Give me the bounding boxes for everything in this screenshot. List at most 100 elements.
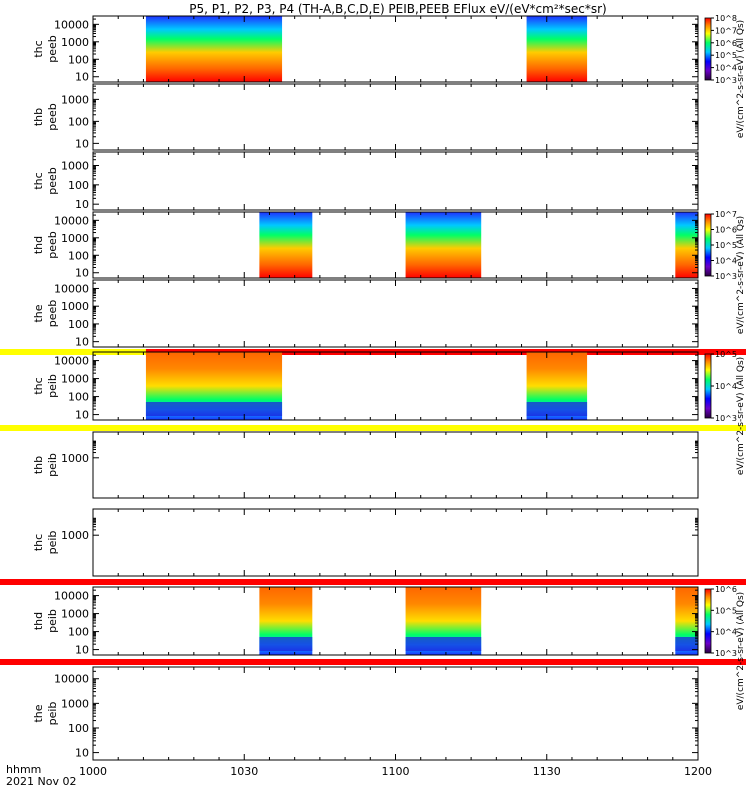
y-tick-label: 1000	[61, 232, 89, 245]
panel-label-product: peeb	[46, 167, 59, 195]
panel-label-product: peeb	[46, 231, 59, 259]
y-tick-label: 10	[75, 267, 89, 280]
colorbar-tick-label: 10^4	[715, 64, 737, 73]
colorbar-tick-label: 10^4	[715, 257, 737, 266]
spectrogram-block	[259, 212, 313, 278]
y-tick-label: 100	[68, 318, 89, 331]
spectrogram-block	[675, 212, 698, 278]
y-tick-label: 10	[75, 137, 89, 150]
colorbar-label: eV/(cm^2-s-sr-eV) (All Qs)	[736, 592, 746, 710]
y-tick-label: 1000	[61, 300, 89, 313]
y-tick-label: 1000	[61, 697, 89, 710]
flag-bar-yellow	[0, 425, 746, 431]
panel-label-instrument: the	[32, 304, 45, 322]
y-tick-label: 1000	[61, 452, 89, 465]
panel-frame	[92, 151, 699, 211]
panel-label-instrument: thc	[32, 534, 45, 551]
colorbar-label: eV/(cm^2-s-sr-eV) (All Qs)	[736, 357, 746, 475]
y-tick-label: 10	[75, 644, 89, 657]
spectrogram-block	[526, 16, 588, 82]
colorbar-label: eV/(cm^2-s-sr-eV) (All Qs)	[736, 20, 746, 138]
panel-thb-peeb: 10 100 1000 thb peeb	[32, 83, 699, 151]
panel-label-product: peib	[46, 702, 59, 726]
panel-label-instrument: thb	[32, 108, 45, 126]
x-axis: 1000 1030 1100 1130 1200	[79, 765, 712, 778]
panel-frame	[92, 211, 699, 279]
y-tick-label: 100	[68, 722, 89, 735]
panel-label-product: peeb	[46, 300, 59, 328]
panel-frame	[92, 508, 699, 577]
y-tick-label: 1000	[61, 93, 89, 106]
colorbar-label: eV/(cm^2-s-sr-eV) (All Qs)	[736, 216, 746, 334]
panel-frame	[92, 666, 699, 761]
panel-thc-peib: 10 100 1000 10000 thc peib	[0, 351, 746, 431]
colorbar-gradient	[704, 353, 712, 419]
panel-frame	[92, 83, 699, 151]
panel-label-product: peib	[46, 374, 59, 398]
panel-thc-peib: 1000 thc peib	[0, 508, 746, 585]
panel-label-instrument: thc	[32, 377, 45, 394]
y-tick-label: 10000	[54, 214, 89, 227]
panel-frame	[92, 431, 699, 499]
colorbar-tick-label: 10^3	[715, 272, 737, 281]
panel-label-product: peeb	[46, 35, 59, 63]
colorbar-tick-label: 10^5	[715, 350, 737, 359]
y-tick-label: 10	[75, 409, 89, 422]
y-tick-label: 10	[75, 336, 89, 349]
y-tick-label: 10	[75, 747, 89, 760]
colorbar-gradient	[704, 17, 712, 81]
panel-the-peib: 10 100 1000 10000 the peib	[32, 666, 699, 761]
y-tick-label: 10000	[54, 590, 89, 603]
spectrogram-low-band	[675, 637, 698, 651]
colorbar: 10^3 10^4 10^5 10^6 10^7eV/(cm^2-s-sr-eV) (A…	[704, 210, 746, 334]
colorbar-gradient	[704, 588, 712, 654]
y-tick-label: 100	[68, 391, 89, 404]
plot-title: P5, P1, P2, P3, P4 (TH-A,B,C,D,E) PEIB,P…	[189, 2, 606, 16]
y-tick-label: 1000	[61, 608, 89, 621]
colorbar-tick-label: 10^4	[715, 628, 737, 637]
colorbar-tick-label: 10^8	[715, 14, 737, 23]
y-tick-label: 10000	[54, 282, 89, 295]
y-tick-label: 10000	[54, 673, 89, 686]
y-tick-label: 100	[68, 179, 89, 192]
colorbar-tick-label: 10^3	[715, 649, 737, 658]
colorbar-tick-label: 10^3	[715, 76, 737, 85]
panel-label-instrument: thb	[32, 456, 45, 474]
colorbar: 10^3 10^4 10^5eV/(cm^2-s-sr-eV) (All Qs)	[704, 350, 746, 475]
panel-label-instrument: thd	[32, 236, 45, 254]
spectrogram-low-band	[145, 402, 283, 416]
y-tick-label: 1000	[61, 36, 89, 49]
spectrogram-low-band	[405, 637, 482, 651]
colorbar-tick-label: 10^6	[715, 585, 737, 594]
date-label: 2021 Nov 02	[6, 775, 76, 788]
spectrogram-block	[405, 212, 482, 278]
colorbar-tick-label: 10^5	[715, 51, 737, 60]
panel-label-instrument: thc	[32, 40, 45, 57]
y-tick-label: 10000	[54, 18, 89, 31]
panel-thb-peib: 1000 thb peib	[0, 425, 746, 499]
colorbar: 10^3 10^4 10^5 10^6eV/(cm^2-s-sr-eV) (All Q…	[704, 585, 746, 710]
panel-thd-peib: 10 100 1000 10000 thd peib	[0, 579, 746, 657]
panel-label-instrument: thd	[32, 612, 45, 630]
flag-bar-red	[0, 659, 746, 665]
panel-thd-peeb: 10 100 1000 10000 thd peeb	[32, 211, 699, 280]
y-tick-label: 100	[68, 626, 89, 639]
colorbars: 10^310^410^510^610^710^8eV/(cm^2-s-sr-eV…	[704, 14, 746, 710]
y-tick-label: 1000	[61, 160, 89, 173]
y-tick-label: 10	[75, 198, 89, 211]
y-tick-label: 100	[68, 249, 89, 262]
spectrogram-block	[145, 16, 283, 82]
colorbar-tick-label: 10^6	[715, 39, 737, 48]
time-label: hhmm	[6, 763, 41, 776]
colorbar-tick-label: 10^7	[715, 210, 737, 219]
y-tick-label: 1000	[61, 529, 89, 542]
x-tick-label: 1000	[79, 765, 107, 778]
panel-label-product: peeb	[46, 103, 59, 131]
y-tick-label: 10000	[54, 355, 89, 368]
panel-frame	[92, 586, 699, 656]
panel-thc-peeb: 10 100 1000 10000 thc peeb	[32, 15, 699, 84]
x-tick-label: 1100	[382, 765, 410, 778]
colorbar-tick-label: 10^6	[715, 226, 737, 235]
